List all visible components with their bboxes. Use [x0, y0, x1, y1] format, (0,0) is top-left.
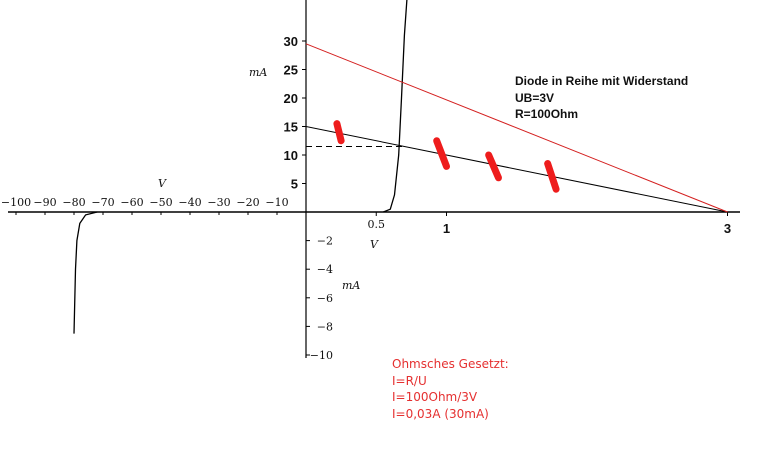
note-line-3: I=100Ohm/3V	[392, 390, 478, 404]
red-highlight-mark	[485, 151, 502, 182]
y-tick-label: 30	[284, 34, 298, 49]
x-tick-label: −30	[207, 196, 230, 209]
x-tick-label: 3	[724, 221, 731, 236]
annotation-title: Diode in Reihe mit Widerstand	[515, 74, 688, 88]
highlight-marks	[333, 120, 560, 193]
x-tick-label: −80	[62, 196, 85, 209]
y-tick-label: −6	[317, 292, 333, 305]
curves	[73, 0, 728, 334]
y-tick-label: 25	[284, 63, 298, 78]
y-pos-unit-label: mA	[249, 66, 267, 79]
note-line-1: Ohmsches Gesetzt:	[392, 357, 509, 371]
x-tick-label: 0.5	[368, 218, 386, 231]
y-tick-label: −8	[317, 320, 333, 333]
series-load-line-red	[305, 43, 728, 213]
y-tick-label: 15	[284, 120, 298, 135]
note-line-2: I=R/U	[392, 374, 427, 388]
y-tick-label: 10	[284, 148, 298, 163]
x-neg-unit-label: V	[158, 177, 167, 190]
x-tick-label: −20	[236, 196, 259, 209]
x-pos-unit-label: V	[370, 238, 379, 251]
x-tick-label: −40	[178, 196, 201, 209]
x-tick-label: −90	[33, 196, 56, 209]
x-tick-label: 1	[443, 221, 450, 236]
y-tick-label: 20	[284, 91, 298, 106]
y-tick-label: 5	[291, 177, 298, 192]
tick-labels: −100 −90 −80 −70 −60 −50 −40 −30 −20 −10 0.5 1 3 5 10 1…	[1, 34, 731, 362]
series-diode-forward	[383, 0, 408, 213]
red-highlight-mark	[544, 160, 560, 193]
x-tick-label: −10	[265, 196, 288, 209]
annotation-r: R=100Ohm	[515, 107, 578, 121]
annotation-ub: UB=3V	[515, 91, 554, 105]
x-tick-label: −100	[1, 196, 31, 209]
series-load-line-100ohm	[305, 126, 728, 213]
red-highlight-mark	[333, 120, 345, 145]
x-tick-label: −60	[120, 196, 143, 209]
y-tick-label: −10	[310, 349, 333, 362]
axes	[8, 0, 740, 358]
y-neg-unit-label: mA	[342, 279, 360, 292]
series-diode-reverse	[73, 211, 98, 334]
x-tick-label: −70	[91, 196, 114, 209]
y-tick-label: −2	[317, 235, 333, 248]
y-tick-label: −4	[317, 263, 333, 276]
x-tick-label: −50	[149, 196, 172, 209]
red-highlight-mark	[433, 137, 450, 170]
note-line-4: I=0,03A (30mA)	[392, 407, 489, 421]
